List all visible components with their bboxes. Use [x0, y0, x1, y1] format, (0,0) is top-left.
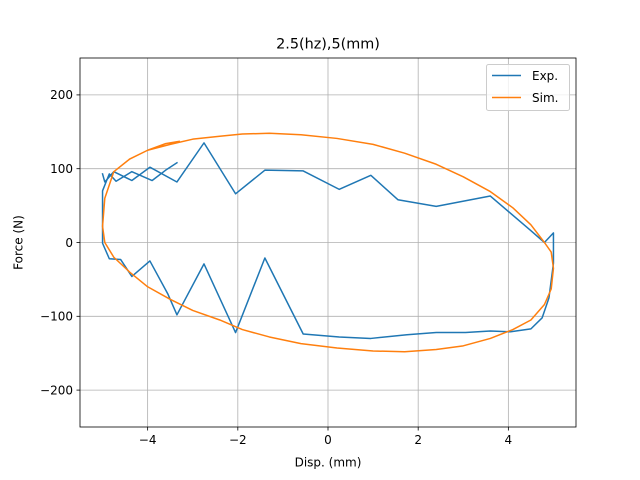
- ticks: −4 −2 0 2 4 −200 −100 0 100 200: [40, 88, 512, 447]
- x-axis-label: Disp. (mm): [295, 456, 362, 470]
- y-tick-label: 200: [50, 88, 73, 102]
- legend-label-exp: Exp.: [532, 69, 558, 83]
- x-tick-label: 4: [505, 433, 513, 447]
- chart-title: 2.5(hz),5(mm): [276, 37, 380, 53]
- series-layer: [101, 132, 555, 353]
- legend-label-sim: Sim.: [532, 91, 558, 105]
- y-tick-label: 100: [50, 162, 73, 176]
- x-tick-label: 2: [414, 433, 422, 447]
- series-line-sim: [101, 132, 555, 353]
- y-tick-label: −200: [40, 383, 73, 397]
- x-tick-label: −2: [229, 433, 247, 447]
- y-tick-label: 0: [65, 236, 73, 250]
- series-line-exp: [101, 142, 555, 340]
- x-tick-label: −4: [139, 433, 157, 447]
- legend: Exp. Sim.: [486, 64, 570, 111]
- y-tick-label: −100: [40, 310, 73, 324]
- y-axis-label: Force (N): [12, 215, 26, 270]
- x-tick-label: 0: [324, 433, 332, 447]
